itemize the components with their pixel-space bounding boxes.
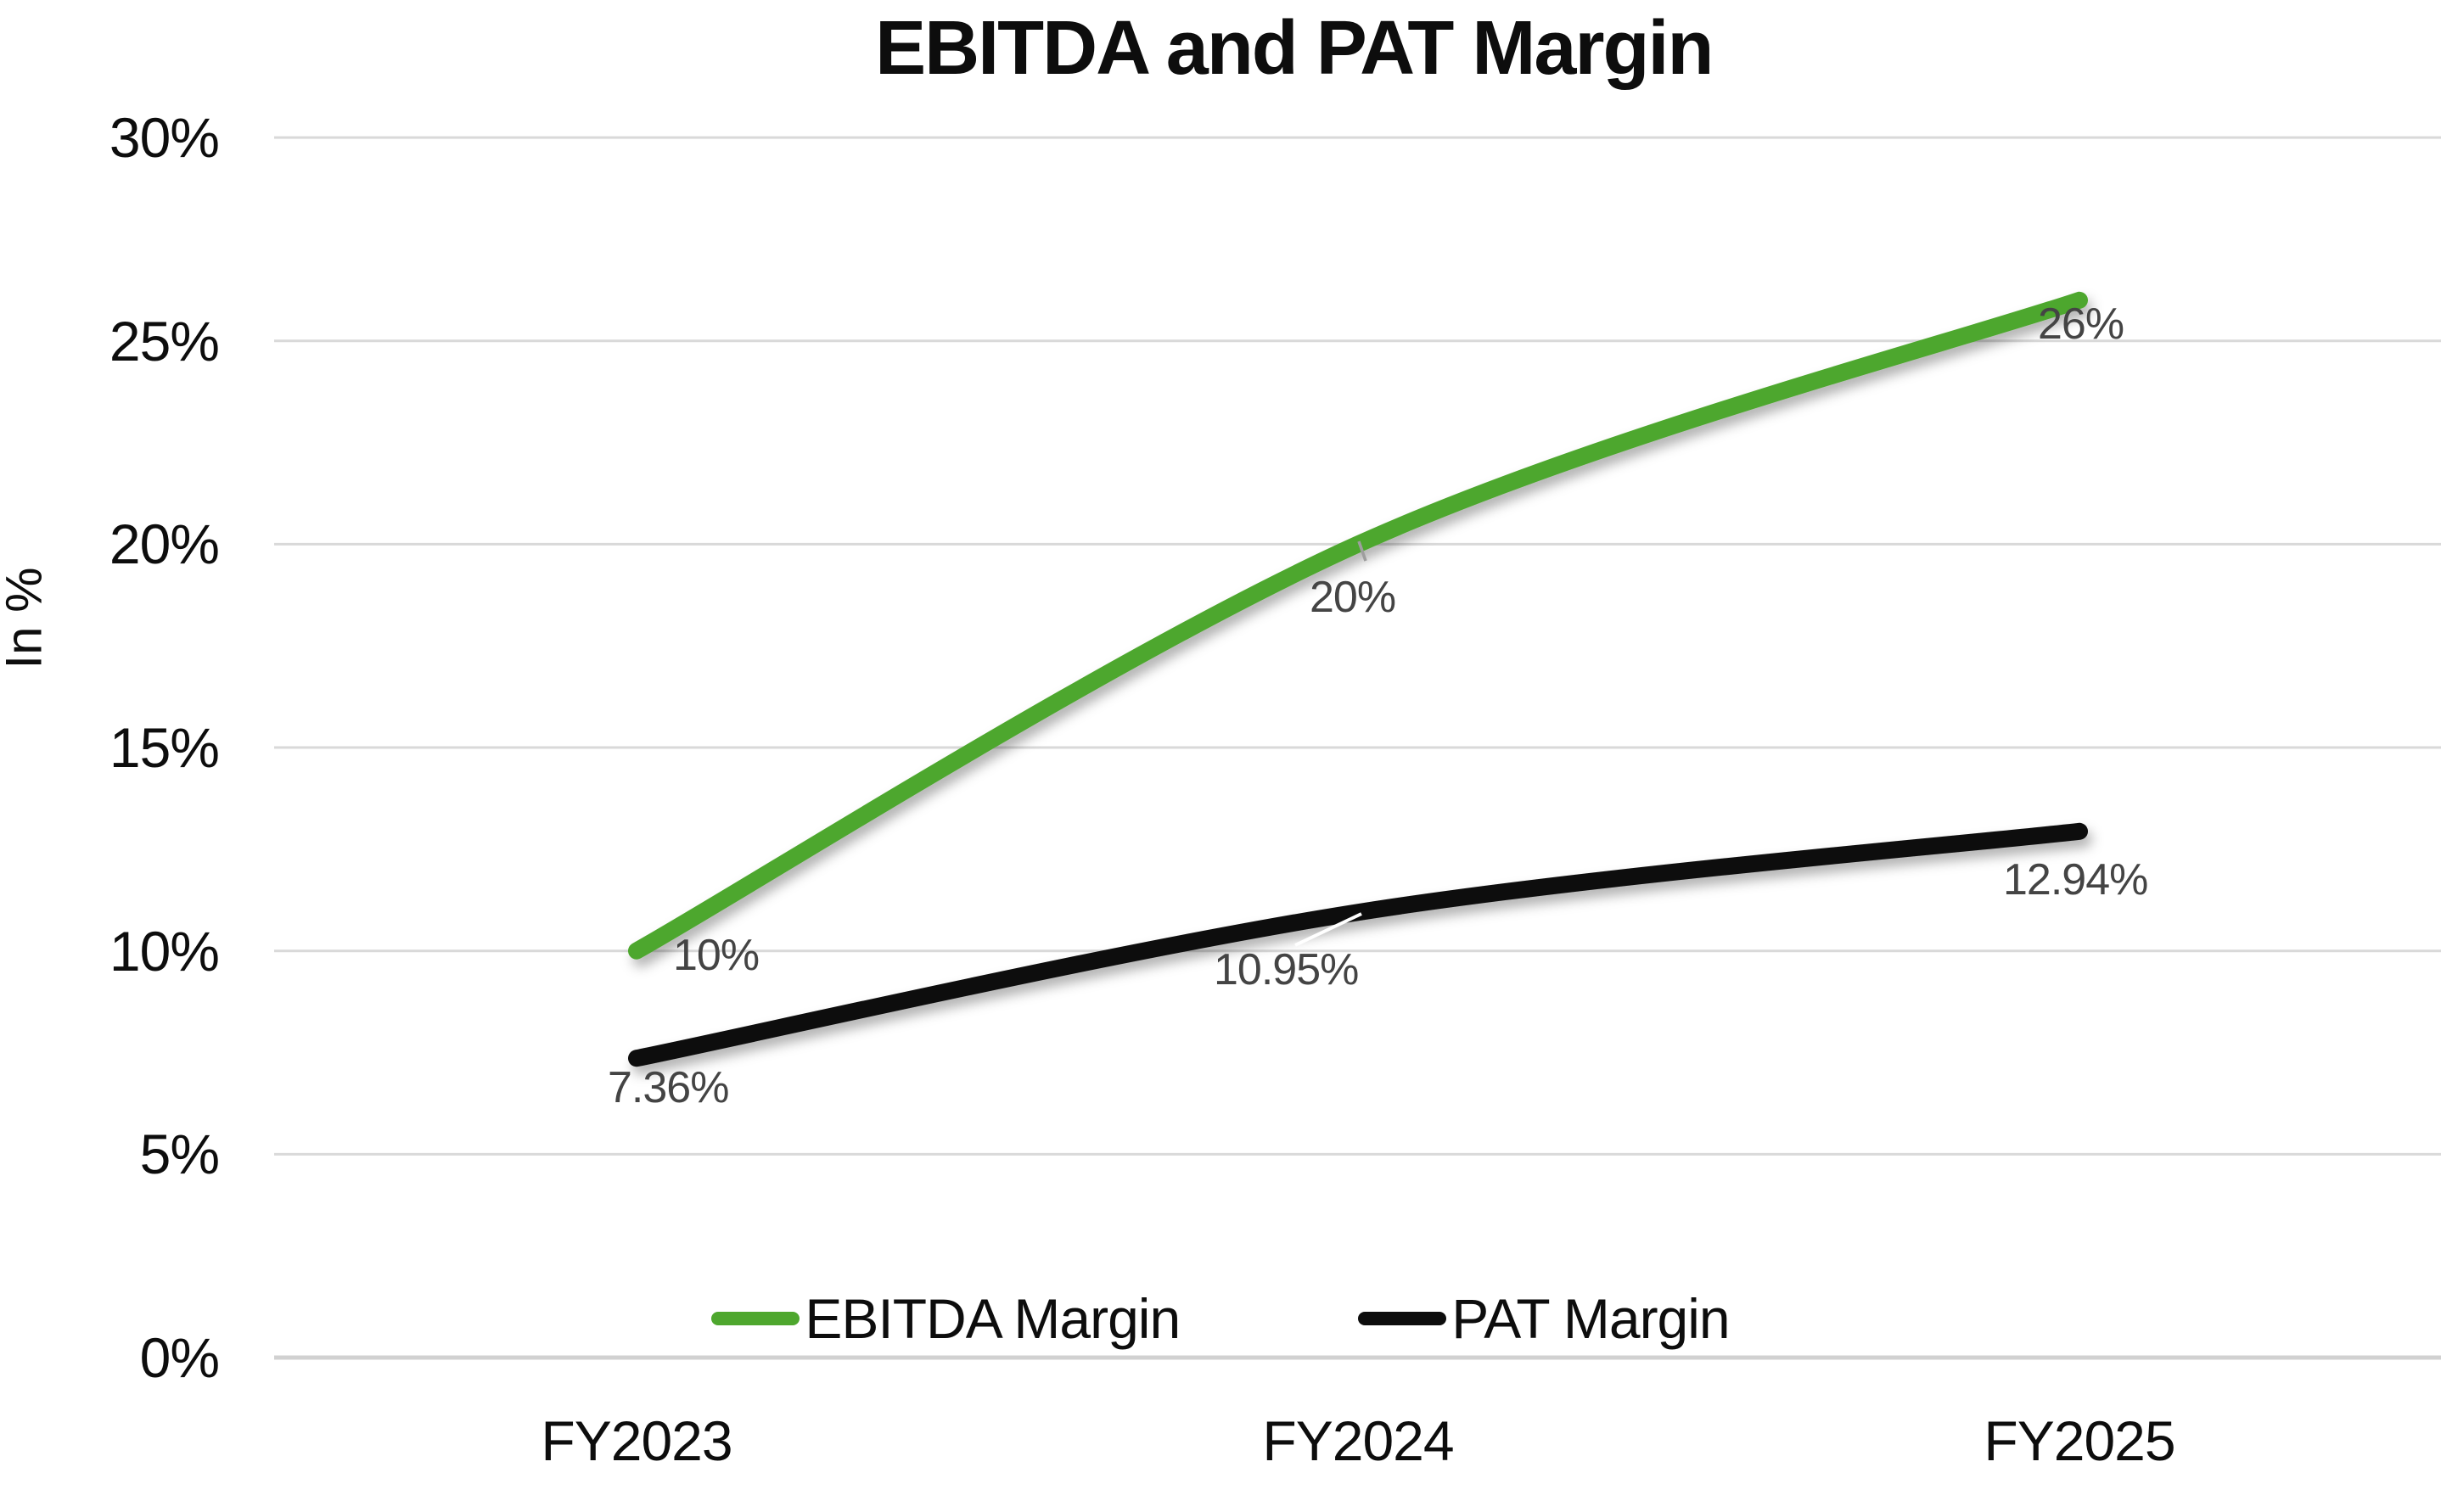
data-label-ebitda-fy2025: 26% [2038,300,2124,349]
label-leader-pat-fy2024 [1294,912,1362,947]
ebitda-line-swatch-icon [711,1312,800,1325]
label-leader-ebitda-fy2024 [1357,540,1367,562]
x-tick-label-fy2024: FY2024 [1262,1409,1454,1472]
series-line-pat [628,822,2088,1067]
y-tick-label: 15% [109,716,220,780]
data-label-ebitda-fy2023: 10% [673,931,760,980]
y-tick-label: 30% [109,106,220,170]
chart-title: EBITDA and PAT Margin [875,6,1714,91]
legend-item-pat: PAT Margin [1358,1286,1731,1351]
y-tick-label: 0% [139,1326,220,1389]
data-label-ebitda-fy2024: 20% [1310,573,1396,622]
y-tick-label: 25% [109,309,220,372]
data-label-pat-fy2025: 12.94% [2003,855,2148,904]
legend-label-ebitda: EBITDA Margin [805,1287,1181,1350]
series-line-ebitda [628,291,2088,960]
y-tick-label: 10% [109,919,220,983]
data-label-pat-fy2024: 10.95% [1214,945,1359,994]
x-tick-label-fy2023: FY2023 [541,1409,732,1472]
legend-item-ebitda: EBITDA Margin [711,1286,1181,1351]
y-tick-label: 20% [109,512,220,576]
data-label-pat-fy2023: 7.36% [608,1063,729,1112]
legend: EBITDA Margin PAT Margin [0,1286,2441,1351]
pat-line-swatch-icon [1358,1312,1447,1325]
legend-label-pat: PAT Margin [1451,1287,1730,1350]
y-tick-label: 5% [139,1123,220,1186]
x-tick-label-fy2025: FY2025 [1984,1409,2175,1472]
